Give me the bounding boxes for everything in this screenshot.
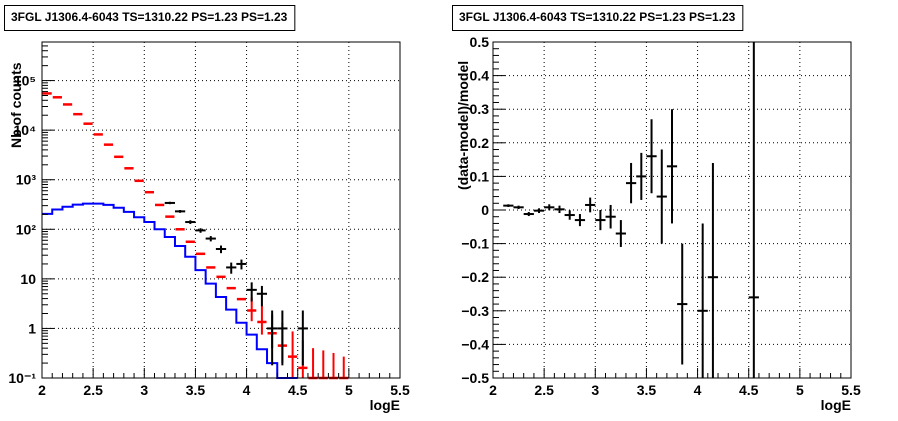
- residual-x-axis-label: logE: [821, 397, 851, 413]
- residual-y-tick-label: 0.4: [470, 68, 490, 84]
- counts-x-tick-label: 2.5: [83, 382, 103, 398]
- residual-y-axis-label: (data-model)/model: [455, 61, 471, 190]
- residual-y-tick-label: −0.2: [461, 269, 489, 285]
- counts-x-axis-label: logE: [370, 397, 400, 413]
- counts-y-tick-label: 1: [28, 320, 36, 336]
- residual-panel: 2 2.5 3 3.5 4 4.5 5 5.5 −0.5 −0.4 −0.3 −0.2 −0.1 0 0.1…: [452, 5, 861, 413]
- residual-x-tick-label: 2.5: [534, 382, 554, 398]
- residual-x-tick-label: 3.5: [637, 382, 657, 398]
- counts-y-tick-label: 10³: [16, 172, 37, 188]
- residual-title: 3FGL J1306.4-6043 TS=1310.22 PS=1.23 PS=…: [459, 10, 736, 24]
- counts-y-axis-label: Nb of counts: [8, 62, 24, 148]
- residual-y-tick-label: 0.3: [470, 101, 490, 117]
- counts-title-box: 3FGL J1306.4-6043 TS=1310.22 PS=1.23 PS=…: [4, 5, 296, 31]
- counts-panel: 2 2.5 3 3.5 4 4.5 5 5.5 10⁻¹ 1 10 10² 10³ 10⁴ 10⁵ 3FGL…: [4, 5, 410, 413]
- residual-y-tick-label: −0.5: [461, 370, 489, 386]
- counts-y-tick-label: 10⁻¹: [8, 370, 36, 386]
- residual-y-tick-label: −0.3: [461, 303, 489, 319]
- residual-y-tick-label: 0.2: [470, 135, 490, 151]
- counts-title: 3FGL J1306.4-6043 TS=1310.22 PS=1.23 PS=…: [11, 10, 288, 24]
- residual-axis-ticks: 2 2.5 3 3.5 4 4.5 5 5.5 −0.5 −0.4 −0.3 −0.2 −0.1 0 0.1…: [461, 34, 861, 398]
- residual-x-tick-label: 3: [591, 382, 599, 398]
- counts-frame: [41, 41, 401, 379]
- counts-grid: [42, 42, 400, 378]
- residual-y-tick-label: −0.4: [461, 336, 489, 352]
- residual-x-tick-label: 4.5: [739, 382, 759, 398]
- residual-y-tick-label: 0: [481, 202, 489, 218]
- counts-x-tick-label: 2: [38, 382, 46, 398]
- residual-y-tick-label: −0.1: [461, 236, 489, 252]
- residual-y-tick-label: 0.5: [470, 34, 490, 50]
- counts-y-tick-label: 10⁵: [14, 73, 36, 89]
- residual-y-tick-label: 0.1: [470, 168, 490, 184]
- counts-x-tick-label: 3.5: [186, 382, 206, 398]
- counts-x-tick-label: 5: [345, 382, 353, 398]
- counts-axis-ticks: 2 2.5 3 3.5 4 4.5 5 5.5 10⁻¹ 1 10 10² 10³ 10⁴ 10⁵: [8, 41, 410, 398]
- counts-x-tick-label: 4: [243, 382, 251, 398]
- residual-x-tick-label: 5.5: [841, 382, 861, 398]
- counts-x-tick-label: 4.5: [288, 382, 308, 398]
- counts-y-tick-label: 10: [20, 271, 36, 287]
- residual-x-tick-label: 5: [796, 382, 804, 398]
- residual-plot-area: [503, 42, 759, 378]
- residual-title-box: 3FGL J1306.4-6043 TS=1310.22 PS=1.23 PS=…: [452, 5, 744, 31]
- residual-x-tick-label: 2: [489, 382, 497, 398]
- counts-y-tick-label: 10²: [16, 221, 37, 237]
- counts-plot-area: [42, 92, 349, 380]
- model-line: [42, 202, 298, 379]
- counts-x-tick-label: 5.5: [390, 382, 410, 398]
- residual-x-tick-label: 4: [694, 382, 702, 398]
- counts-y-tick-label: 10⁴: [14, 122, 37, 138]
- counts-x-tick-label: 3: [140, 382, 148, 398]
